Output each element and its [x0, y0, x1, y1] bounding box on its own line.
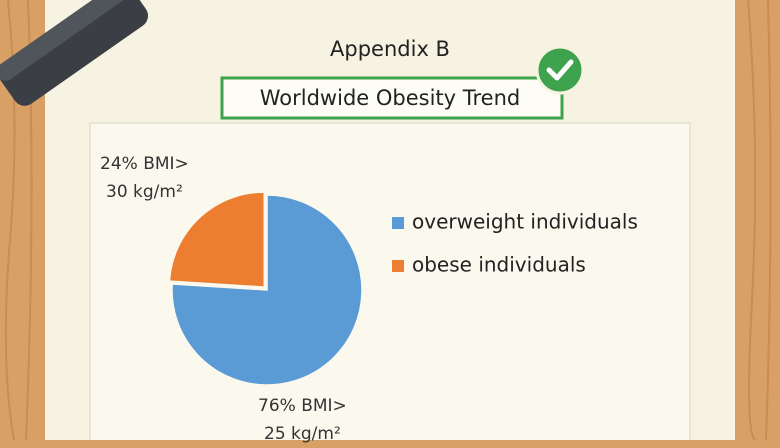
value-label: 76% BMI> 25 kg/m² — [258, 396, 347, 444]
pie-slice — [168, 191, 266, 288]
appendix-title: Appendix B — [330, 37, 450, 61]
pie — [168, 191, 363, 386]
legend: overweight individuals obese individuals — [392, 210, 638, 277]
check-mark — [546, 59, 574, 81]
title-box — [220, 76, 564, 120]
legend-label: obese individuals — [412, 253, 586, 277]
chart-title: Worldwide Obesity Trend — [260, 86, 520, 110]
legend-swatch — [392, 260, 404, 272]
eraser — [0, 0, 149, 106]
legend-swatch — [392, 217, 404, 229]
pie-slice — [171, 194, 363, 386]
check-badge — [535, 45, 585, 95]
value-label: 24% BMI> 30 kg/m² — [100, 154, 189, 202]
legend-label: overweight individuals — [412, 210, 638, 234]
